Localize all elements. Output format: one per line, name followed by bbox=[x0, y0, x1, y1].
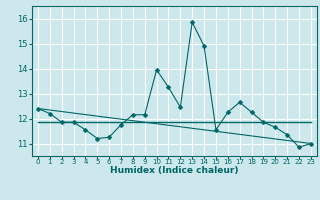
X-axis label: Humidex (Indice chaleur): Humidex (Indice chaleur) bbox=[110, 166, 239, 175]
